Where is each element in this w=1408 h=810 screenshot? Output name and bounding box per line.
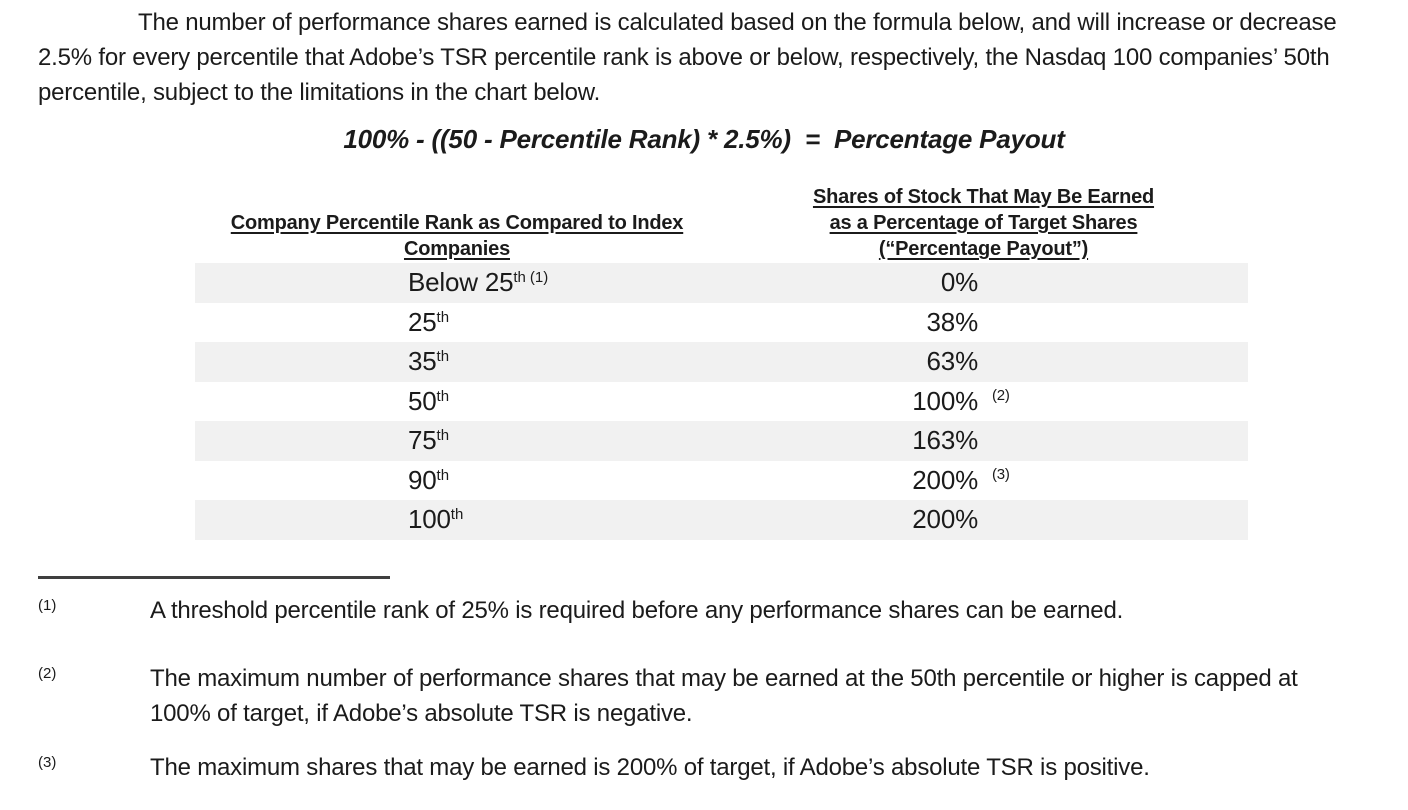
payout-cell: 200% [912, 504, 978, 535]
footnote-1: (1) A threshold percentile rank of 25% i… [38, 593, 1378, 628]
ordinal-suffix: th [436, 308, 450, 326]
payout-cell: 0% [940, 267, 978, 298]
col2-header-line-2: as a Percentage of Target Shares [829, 212, 1138, 234]
footnote-text: The maximum shares that may be earned is… [150, 754, 1150, 781]
rank-cell: 35th [408, 346, 450, 377]
col2-header-line-1: Shares of Stock That May Be Earned [812, 186, 1155, 208]
table-row: 35th 63% [195, 342, 1248, 382]
payout-cell: 38% [926, 306, 979, 337]
payout-cell: 200% (3) [912, 464, 1010, 495]
ordinal-suffix: th [436, 427, 450, 445]
footnote-ref: (2) [992, 386, 1010, 404]
footnote-text: The maximum number of performance shares… [150, 665, 1298, 692]
col2-header-line-3: (“Percentage Payout”) [878, 238, 1089, 260]
table-row: 100th 200% [195, 500, 1248, 540]
column-header-percentile-rank: Company Percentile Rank as Compared to I… [195, 210, 719, 262]
intro-line-3: percentile, subject to the limitations i… [38, 79, 601, 106]
ordinal-suffix: th [513, 269, 526, 287]
payout-cell: 63% [926, 346, 979, 377]
ordinal-suffix: th [436, 466, 450, 484]
rank-cell: 50th [408, 385, 450, 416]
ordinal-suffix: th [436, 348, 450, 366]
column-header-percentage-payout: Shares of Stock That May Be Earned as a … [719, 184, 1248, 262]
footnote-text: A threshold percentile rank of 25% is re… [150, 597, 1124, 624]
footnote-3: (3) The maximum shares that may be earne… [38, 750, 1378, 785]
table-row: 25th 38% [195, 303, 1248, 343]
table-row: 75th 163% [195, 421, 1248, 461]
rank-cell: 25th [408, 306, 450, 337]
rank-cell: 100th [408, 504, 464, 535]
payout-formula: 100% - ((50 - Percentile Rank) * 2.5%) =… [343, 124, 1065, 154]
table-row: 50th 100% (2) [195, 382, 1248, 422]
footnote-2: (2) The maximum number of performance sh… [38, 661, 1378, 731]
footnote-text: 100% of target, if Adobe’s absolute TSR … [150, 700, 693, 727]
intro-line-2: 2.5% for every percentile that Adobe’s T… [38, 44, 1330, 71]
table-row: 90th 200% (3) [195, 461, 1248, 501]
footnote-ref: (1) [529, 269, 549, 287]
col1-header-line-2: Companies [403, 238, 510, 260]
footnote-marker: (3) [38, 754, 57, 771]
table-row: Below 25th (1) 0% [195, 263, 1248, 303]
ordinal-suffix: th [450, 506, 464, 524]
col1-header-line-1: Company Percentile Rank as Compared to I… [230, 212, 684, 234]
footnote-marker: (2) [38, 665, 57, 682]
payout-table: Below 25th (1) 0% 25th 38% 35th 63% 50th … [195, 263, 1248, 540]
rank-cell: Below 25th (1) [408, 267, 549, 298]
table-header-row: Company Percentile Rank as Compared to I… [195, 178, 1248, 262]
payout-cell: 100% (2) [912, 385, 1010, 416]
footnote-divider [38, 576, 390, 579]
footnote-marker: (1) [38, 597, 57, 614]
intro-line-1: The number of performance shares earned … [138, 9, 1337, 36]
intro-paragraph: The number of performance shares earned … [38, 5, 1400, 110]
payout-cell: 163% [912, 425, 978, 456]
footnote-ref: (3) [992, 465, 1010, 483]
rank-cell: 75th [408, 425, 450, 456]
rank-cell: 90th [408, 464, 450, 495]
ordinal-suffix: th [436, 387, 450, 405]
